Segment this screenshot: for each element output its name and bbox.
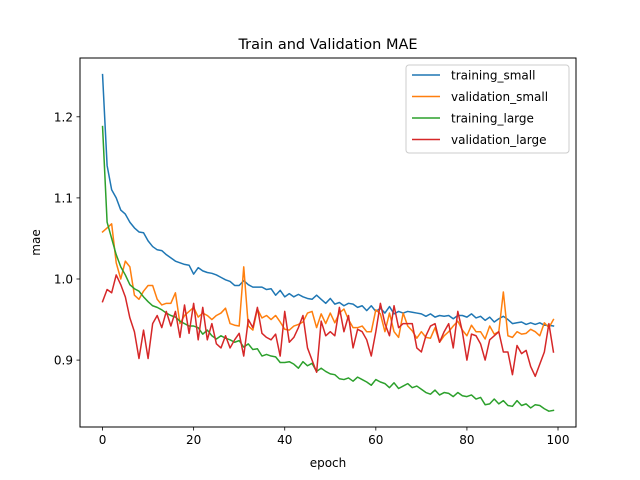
x-tick-label: 20 <box>186 433 201 447</box>
series-line-training-small <box>101 73 555 327</box>
legend-label-training-large: training_large <box>451 112 534 126</box>
legend-box <box>405 64 570 154</box>
y-tick-label: 0.9 <box>54 354 73 368</box>
series-line-validation-small <box>101 223 555 343</box>
series-layer <box>101 73 555 412</box>
x-tick-label: 60 <box>368 433 383 447</box>
legend-label-training-small: training_small <box>451 69 535 83</box>
x-axis-label: epoch <box>310 456 347 470</box>
chart-title: Train and Validation MAE <box>237 37 417 53</box>
y-tick-label: 1.0 <box>54 272 73 286</box>
y-tick-label: 1.1 <box>54 191 73 205</box>
legend-label-validation-small: validation_small <box>451 90 548 104</box>
x-tick-label: 0 <box>99 433 107 447</box>
y-axis-label: mae <box>29 229 43 255</box>
legend: training_small validation_small training_l… <box>405 64 570 154</box>
x-tick-label: 80 <box>459 433 474 447</box>
y-axis: 0.9 1.0 1.1 1.2 <box>54 110 80 368</box>
legend-label-validation-large: validation_large <box>451 133 547 147</box>
y-tick-label: 1.2 <box>54 110 73 124</box>
x-tick-label: 40 <box>277 433 292 447</box>
x-axis: 0 20 40 60 80 100 <box>99 427 570 447</box>
series-line-training-large <box>101 125 555 412</box>
plot-frame <box>79 57 577 428</box>
series-line-validation-large <box>101 274 555 378</box>
x-tick-label: 100 <box>547 433 570 447</box>
